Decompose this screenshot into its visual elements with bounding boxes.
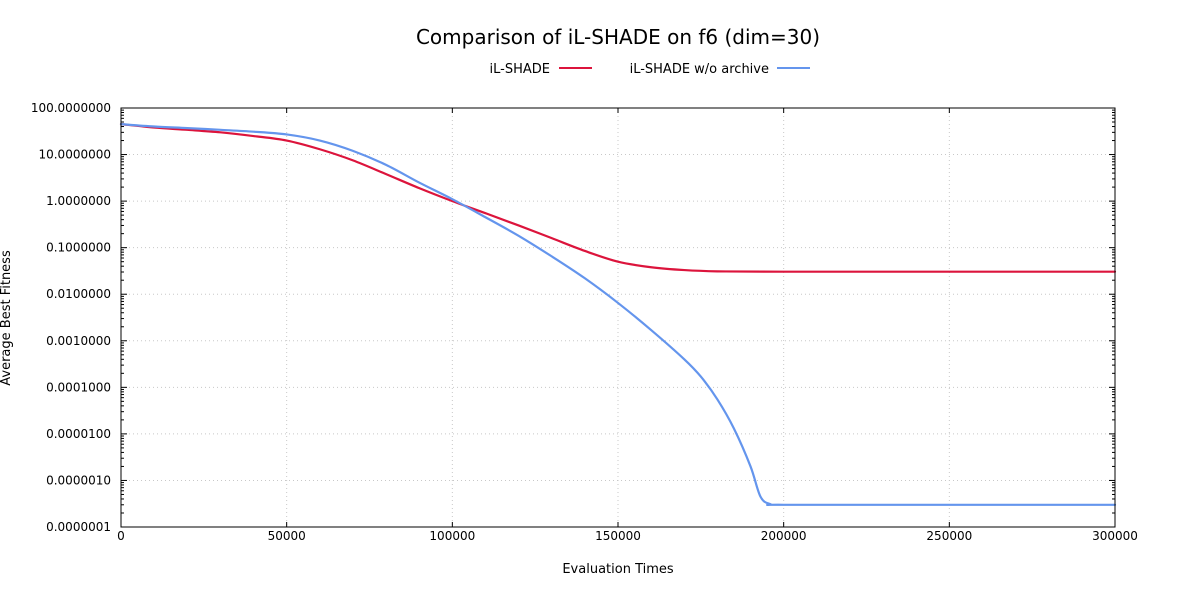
x-tick-label: 50000 [268,529,306,543]
plot-frame [120,107,1116,528]
y-tick-label: 0.1000000 [46,241,111,255]
x-tick-label: 100000 [429,529,475,543]
y-tick-label: 0.0000100 [46,427,111,441]
series-lines [119,123,1117,507]
y-tick-label: 0.0001000 [46,380,111,394]
y-tick-label: 0.0010000 [46,334,111,348]
y-tick-label: 10.0000000 [38,148,111,162]
legend-label-il-shade: iL-SHADE [490,62,550,77]
series-line-il-shade [119,123,1117,273]
x-tick-label: 0 [117,529,125,543]
y-tick-label: 0.0000010 [46,473,111,487]
x-tick-label: 200000 [761,529,807,543]
legend-label-il-shade-wo-archive: iL-SHADE w/o archive [630,62,769,77]
y-tick-label: 100.0000000 [31,101,111,115]
x-tick-label: 150000 [595,529,641,543]
x-axis-label: Evaluation Times [562,562,674,577]
x-tick-label: 300000 [1092,529,1138,543]
y-tick-label: 0.0000001 [46,520,111,534]
x-tick-label: 250000 [926,529,972,543]
y-tick-label: 0.0100000 [46,287,111,301]
series-line-il-shade-wo-archive [119,123,1117,507]
grid [121,108,1115,527]
y-axis-label: Average Best Fitness [0,250,14,386]
legend: iL-SHADE iL-SHADE w/o archive [490,62,810,77]
axis-ticks: 0 50000 100000 150000 200000 250000 300000 100.… [31,101,1138,543]
chart-title: Comparison of iL-SHADE on f6 (dim=30) [416,25,820,49]
y-tick-label: 1.0000000 [46,194,111,208]
